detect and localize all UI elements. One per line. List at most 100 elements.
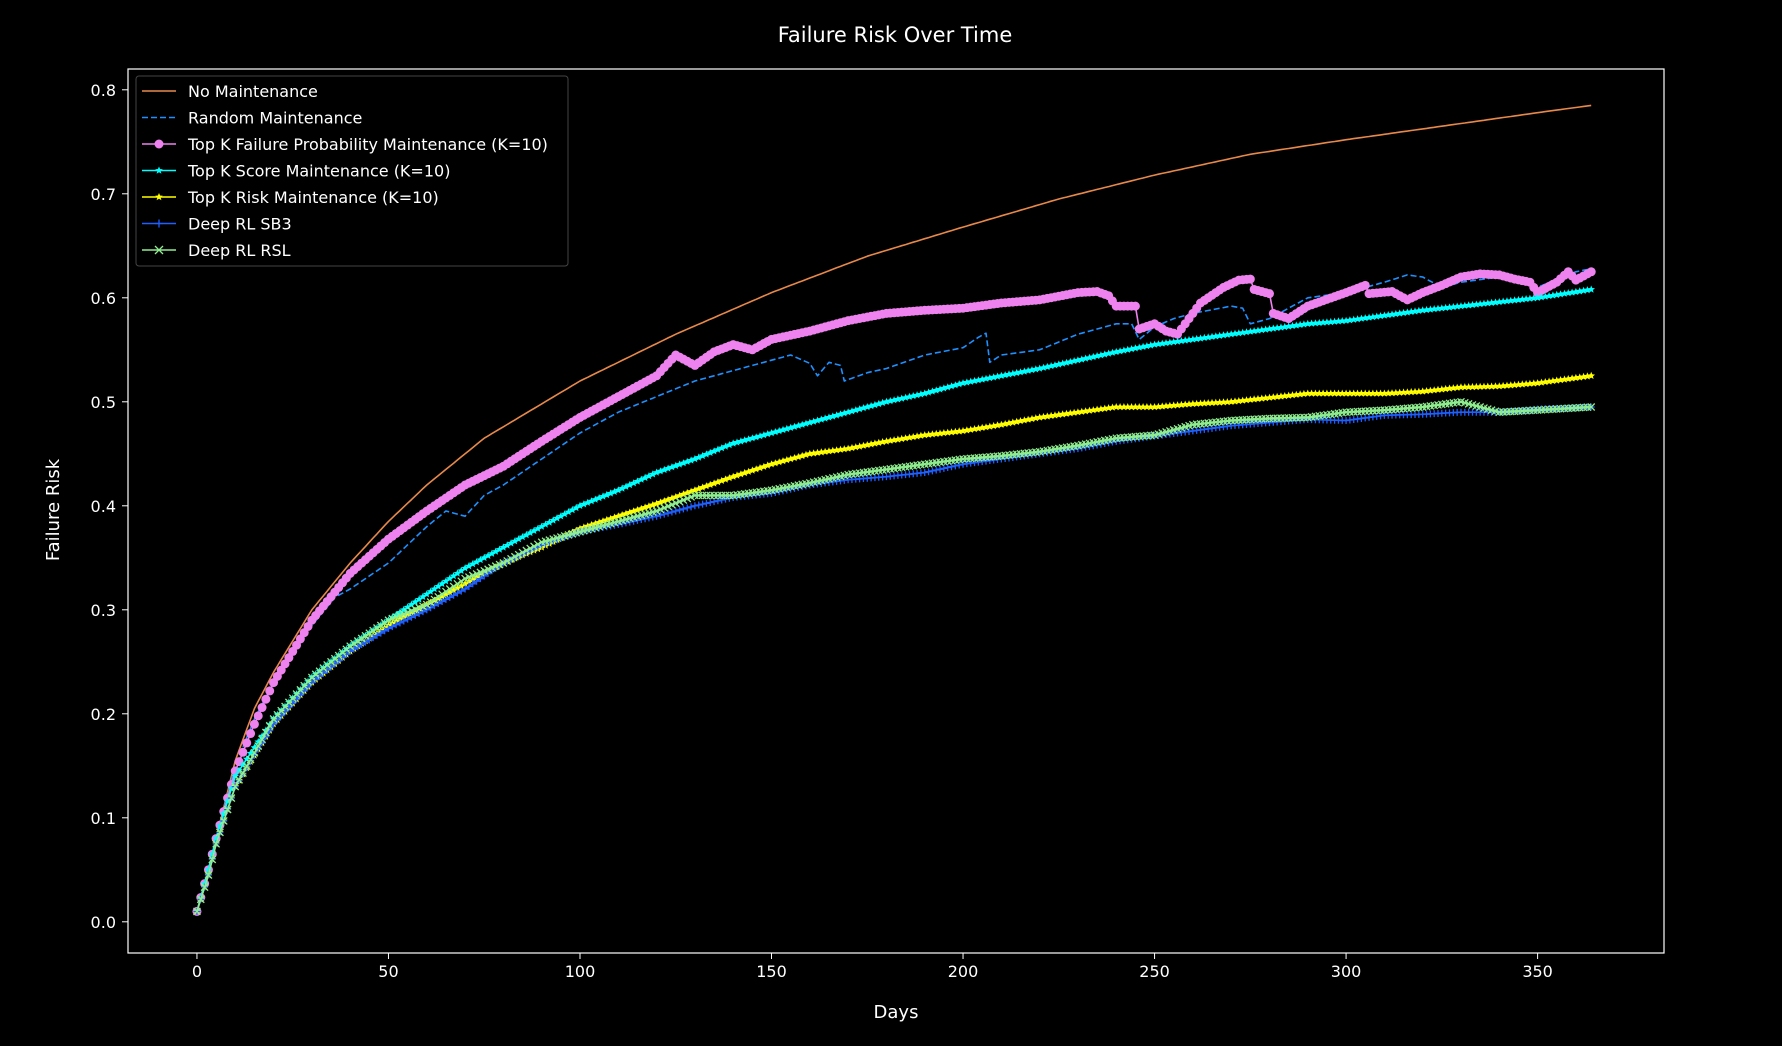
data-point — [790, 422, 799, 430]
y-tick-label: 0.4 — [91, 497, 116, 516]
data-point — [1127, 403, 1136, 411]
data-point — [813, 416, 822, 424]
data-point — [652, 468, 661, 476]
data-point — [1587, 285, 1595, 293]
data-point — [472, 558, 481, 566]
data-point — [422, 600, 431, 609]
data-point — [1323, 389, 1331, 397]
data-point — [457, 587, 465, 595]
data-point — [357, 634, 366, 643]
data-point — [557, 512, 565, 520]
data-point — [491, 547, 500, 555]
data-point — [419, 592, 427, 600]
data-point — [1242, 396, 1251, 404]
data-point — [1476, 382, 1484, 390]
data-point — [748, 466, 757, 474]
data-point — [465, 582, 473, 590]
data-point — [763, 461, 772, 469]
data-point — [786, 455, 795, 463]
data-point — [1242, 328, 1251, 336]
data-point — [449, 572, 458, 580]
x-tick-label: 0 — [192, 962, 202, 981]
data-point — [246, 749, 255, 757]
data-point — [1361, 389, 1369, 397]
data-point — [369, 626, 378, 635]
data-point — [652, 499, 661, 507]
plot-frame — [127, 68, 1665, 954]
data-point — [641, 515, 649, 523]
data-point — [928, 387, 937, 395]
data-point — [469, 580, 477, 588]
data-point — [1181, 336, 1189, 344]
data-point — [936, 465, 944, 473]
data-point — [1304, 319, 1312, 327]
data-point — [442, 590, 450, 598]
data-point — [645, 514, 653, 522]
data-point — [1369, 313, 1377, 321]
data-point — [419, 608, 427, 616]
data-point — [572, 503, 580, 512]
data-point — [989, 421, 998, 430]
data-point — [645, 472, 653, 480]
data-point — [913, 432, 921, 440]
data-point — [576, 501, 584, 509]
data-point — [840, 445, 849, 453]
data-point — [1227, 397, 1235, 405]
data-point — [457, 566, 466, 574]
data-point — [1311, 389, 1320, 397]
data-point — [1177, 400, 1186, 409]
data-point — [917, 431, 925, 439]
data-point — [825, 413, 833, 421]
data-point — [1407, 307, 1415, 316]
data-point — [1541, 292, 1550, 300]
data-point — [461, 579, 469, 587]
data-point — [1189, 335, 1197, 343]
data-point — [1545, 292, 1553, 300]
legend-item: Top K Risk Maintenance (K=10) — [142, 188, 439, 207]
data-point — [369, 634, 377, 642]
data-point — [928, 467, 936, 475]
data-point — [955, 461, 963, 469]
data-point — [641, 473, 649, 482]
data-point — [1254, 394, 1262, 403]
data-point — [254, 742, 263, 750]
data-point — [721, 442, 730, 450]
data-point — [840, 409, 849, 417]
data-point — [901, 434, 910, 442]
data-point — [154, 139, 164, 149]
data-point — [1254, 326, 1262, 334]
data-point — [921, 469, 929, 477]
data-point — [1277, 392, 1285, 400]
data-point — [1204, 333, 1212, 341]
data-point — [1227, 330, 1235, 338]
data-point — [533, 540, 542, 549]
data-point — [1445, 384, 1454, 392]
data-point — [511, 537, 519, 545]
legend-label: Deep RL SB3 — [188, 215, 292, 234]
data-point — [1146, 403, 1155, 411]
data-point — [1587, 403, 1596, 411]
legend: No Maintenance Random Maintenance Top K Fa… — [135, 75, 569, 267]
data-point — [852, 406, 860, 414]
data-point — [1181, 400, 1189, 408]
data-point — [649, 513, 657, 521]
data-point — [1116, 403, 1124, 411]
data-point — [411, 598, 420, 606]
data-point — [1407, 388, 1415, 396]
data-point — [622, 519, 630, 527]
data-point — [503, 556, 512, 565]
data-point — [476, 555, 485, 564]
data-point — [514, 535, 523, 543]
data-point — [637, 475, 646, 483]
data-point — [426, 587, 435, 595]
data-point — [932, 466, 940, 474]
data-point — [346, 642, 355, 651]
data-point — [672, 507, 680, 515]
data-point — [1215, 398, 1224, 406]
data-point — [220, 809, 228, 817]
data-point — [219, 816, 228, 825]
data-point — [1016, 417, 1025, 425]
data-point — [388, 623, 396, 631]
data-point — [966, 377, 975, 385]
data-point — [656, 511, 664, 519]
